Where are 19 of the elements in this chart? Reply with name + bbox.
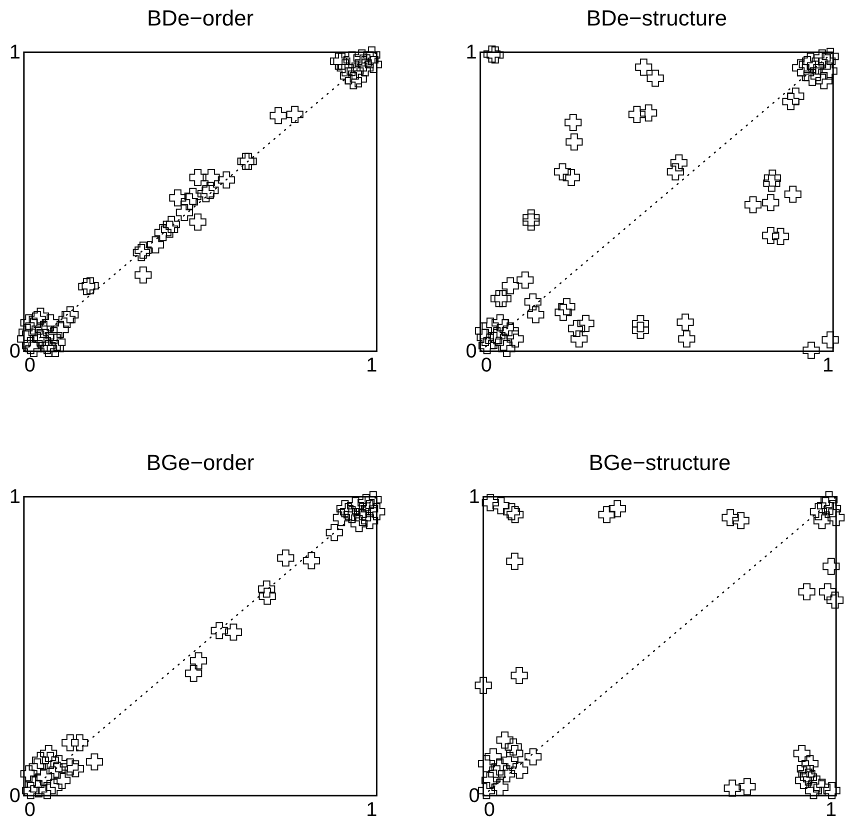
y-tick-label: 1 [9,486,20,508]
x-tick-label: 0 [484,799,495,822]
chart-title: BDe−structure [586,5,728,30]
y-tick-label: 0 [466,340,477,363]
x-tick-label: 0 [24,354,36,377]
y-tick-label: 0 [9,785,20,808]
y-tick-label: 1 [9,42,20,64]
x-tick-label: 1 [825,799,837,822]
x-tick-label: 1 [366,354,378,377]
x-tick-label: 1 [366,799,378,822]
y-tick-label: 0 [468,785,480,808]
chart-title: BGe−order [146,450,254,475]
y-tick-label: 0 [9,340,20,363]
y-tick-label: 1 [466,42,477,64]
chart-title: BDe−order [147,5,254,30]
x-tick-label: 1 [822,354,834,377]
y-tick-label: 1 [468,486,480,508]
chart-title: BGe−structure [588,450,731,475]
x-tick-label: 0 [24,799,36,822]
